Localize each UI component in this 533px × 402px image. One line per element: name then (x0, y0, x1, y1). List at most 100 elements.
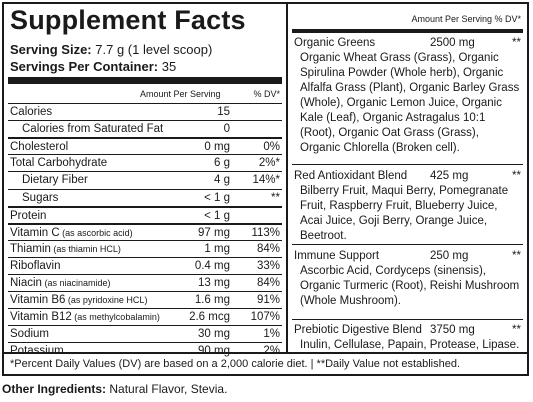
nutrient-amount: 0 mg (204, 141, 230, 154)
nutrient-name: Sodium (10, 328, 49, 340)
nutrient-row: Vitamin B6 (as pyridoxine HCL) 1.6 mg 91% (8, 291, 282, 309)
blend-name: Red Antioxidant Blend (294, 170, 408, 182)
nutrient-name-text: Potassium (10, 345, 64, 358)
blend-divider (292, 244, 523, 245)
nutrient-amount: < 1 g (204, 191, 230, 204)
blend-amount: 425 mg (430, 170, 469, 182)
nutrient-name: Vitamin B12 (as methylcobalamin) (10, 311, 160, 323)
nutrient-row: Cholesterol 0 mg 0% (8, 137, 282, 156)
nutrient-amount: 4 g (214, 174, 230, 187)
dv-header: % DV* (253, 89, 280, 99)
nutrient-name-text: Thiamin (10, 242, 51, 255)
blend-section: Red Antioxidant Blend 425 mg ** Bilberry Fr… (292, 169, 523, 244)
nutrient-row: Riboflavin 0.4 mg 33% (8, 256, 282, 275)
blend-dv: ** (512, 324, 521, 336)
servings-label: Servings Per Container: (10, 59, 159, 74)
nutrient-amount: 1 mg (204, 242, 230, 255)
nutrient-source: (as niacinamide) (41, 278, 111, 288)
nutrient-row: Dietary Fiber 4 g 14%* (8, 171, 282, 189)
nutrient-row: Vitamin C (as ascorbic acid) 97 mg 113% (8, 222, 282, 242)
nutrient-row: Vitamin B12 (as methylcobalamin) 2.6 mcg 1… (8, 308, 282, 326)
nutrient-amount: 30 mg (198, 328, 230, 341)
blend-ingredients: Organic Wheat Grass (Grass), Organic Spi… (300, 52, 520, 154)
right-thick-rule (292, 29, 523, 33)
nutrient-amount: 0 (223, 123, 230, 136)
blend-dv: ** (512, 250, 521, 262)
column-header: Amount Per Serving % DV* (8, 86, 282, 102)
nutrient-name-text: Calories from Saturated Fat (22, 123, 164, 136)
nutrient-name: Protein (10, 210, 46, 222)
servings-value: 35 (161, 59, 177, 74)
blend-amount: 250 mg (430, 250, 469, 262)
nutrient-dv: 33% (256, 259, 280, 272)
nutrient-name: Thiamin (as thiamin HCL) (10, 243, 121, 255)
nutrient-name-text: Calories (10, 106, 53, 118)
nutrient-amount: 0.4 mg (194, 259, 230, 272)
blend-dv: ** (512, 37, 521, 49)
blend-name: Immune Support (294, 250, 380, 262)
blend-amount: 3750 mg (430, 324, 475, 336)
panel-title: Supplement Facts (10, 5, 246, 35)
nutrient-amount: < 1 g (204, 209, 230, 222)
nutrient-name-text: Vitamin B12 (10, 311, 72, 324)
nutrient-name: Dietary Fiber (22, 174, 88, 186)
blend-header: Red Antioxidant Blend 425 mg ** (292, 169, 523, 184)
nutrient-dv: 0% (263, 141, 280, 154)
blend-column: Amount Per Serving % DV* Organic Greens 2… (288, 4, 527, 352)
nutrient-dv: 2%* (258, 157, 280, 170)
blend-ingredients: Inulin, Cellulase, Papain, Protease, Lip… (300, 339, 520, 351)
nutrient-name: Niacin (as niacinamide) (10, 277, 111, 289)
footnote-text: *Percent Daily Values (DV) are based on … (10, 358, 461, 370)
nutrient-amount: 90 mg (198, 345, 230, 358)
nutrient-dv: 84% (256, 242, 280, 255)
nutrient-amount: 6 g (214, 157, 230, 170)
amount-header: Amount Per Serving (140, 89, 221, 99)
nutrient-name-text: Dietary Fiber (22, 174, 88, 187)
nutrient-name: Vitamin B6 (as pyridoxine HCL) (10, 294, 147, 306)
nutrient-amount: 13 mg (198, 277, 230, 289)
nutrient-source: (as pyridoxine HCL) (65, 295, 148, 306)
nutrient-name: Potassium (10, 345, 64, 357)
nutrient-name-text: Total Carbohydrate (10, 157, 108, 170)
nutrient-row: Niacin (as niacinamide) 13 mg 84% (8, 274, 282, 292)
nutrient-amount: 97 mg (198, 226, 230, 239)
nutrient-name: Riboflavin (10, 260, 61, 272)
right-column-header: Amount Per Serving % DV* (288, 12, 527, 28)
nutrient-amount: 2.6 mcg (189, 311, 230, 324)
nutrient-row: Protein < 1 g (8, 205, 282, 225)
servings-per-container: Servings Per Container: 35 (10, 59, 176, 74)
blend-dv: ** (512, 170, 521, 182)
blend-header: Immune Support 250 mg ** (292, 249, 523, 264)
blend-header: Prebiotic Digestive Blend 3750 mg ** (292, 323, 523, 338)
nutrient-name-text: Protein (10, 209, 47, 222)
blend-divider (292, 164, 523, 165)
blend-section: Organic Greens 2500 mg ** Organic Wheat Gra… (292, 36, 523, 156)
nutrient-row: Potassium 90 mg 2% (8, 342, 282, 360)
nutrient-row: Calories 15 (8, 103, 282, 121)
blend-amount: 2500 mg (430, 37, 475, 49)
nutrient-dv: 14%* (252, 174, 281, 187)
nutrient-row: Total Carbohydrate 6 g 2%* (8, 154, 282, 172)
nutrient-dv: 1% (263, 328, 280, 341)
nutrient-source: (as thiamin HCL) (50, 243, 121, 254)
serving-size: Serving Size: 7.7 g (1 level scoop) (10, 42, 212, 57)
nutrient-name: Total Carbohydrate (10, 157, 107, 169)
nutrient-source: (as ascorbic acid) (59, 227, 133, 238)
blend-name: Organic Greens (294, 37, 376, 49)
other-ingredients-value: Natural Flavor, Stevia. (109, 382, 228, 396)
other-ingredients-label: Other Ingredients: (2, 382, 107, 396)
serving-size-label: Serving Size: (10, 42, 92, 57)
nutrient-amount: 1.6 mg (194, 294, 230, 307)
thick-rule (8, 77, 282, 84)
nutrient-row: Thiamin (as thiamin HCL) 1 mg 84% (8, 239, 282, 258)
nutrient-row: Sodium 30 mg 1% (8, 325, 282, 343)
blend-header: Organic Greens 2500 mg ** (292, 36, 523, 51)
nutrient-name-text: Vitamin C (10, 226, 60, 239)
nutrient-name: Calories from Saturated Fat (22, 123, 163, 135)
nutrient-name: Sugars (22, 192, 58, 204)
blend-ingredients: Bilberry Fruit, Maqui Berry, Pomegranate… (300, 185, 509, 242)
nutrient-dv: ** (271, 191, 280, 204)
right-header-text: Amount Per Serving % DV* (411, 14, 521, 24)
column-divider (286, 4, 288, 352)
nutrient-name-text: Sodium (10, 328, 49, 341)
